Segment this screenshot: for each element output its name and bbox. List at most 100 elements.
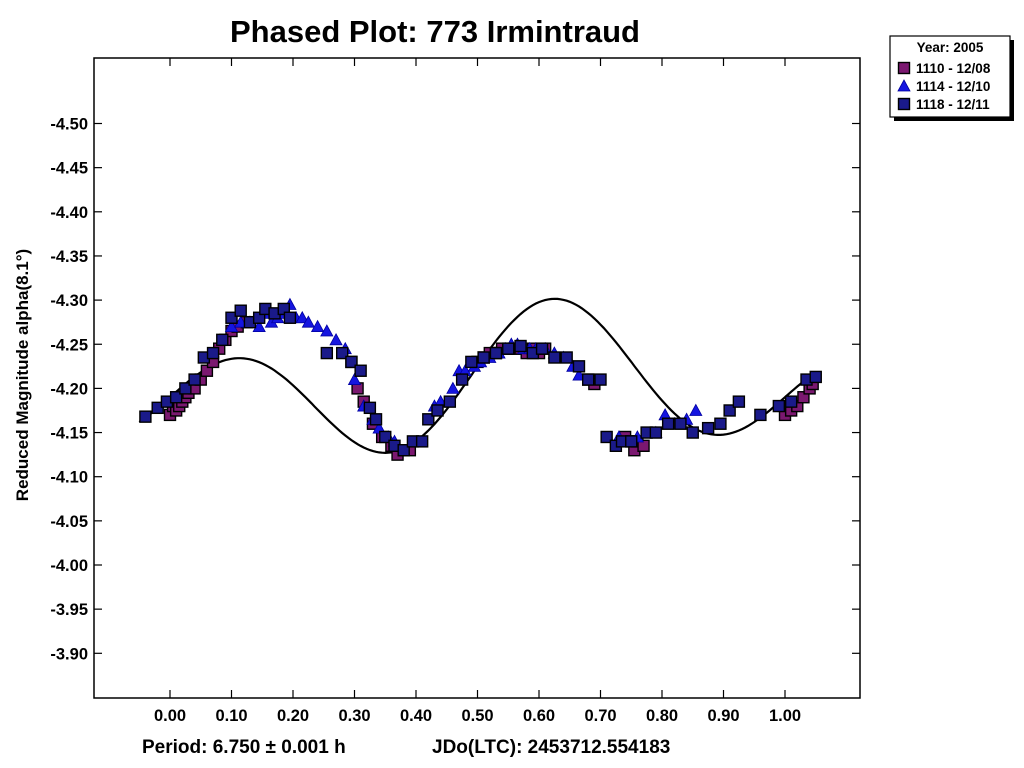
- data-point: [455, 373, 469, 386]
- data-point: [347, 372, 362, 385]
- data-point: [336, 346, 349, 360]
- data-point: [625, 435, 638, 448]
- y-tick-label: -4.50: [50, 116, 88, 134]
- data-point: [686, 426, 699, 439]
- data-point: [224, 319, 239, 332]
- y-tick-label: -4.40: [50, 204, 88, 222]
- data-point: [714, 417, 727, 430]
- y-tick-label: -4.45: [50, 160, 88, 178]
- data-point: [252, 319, 266, 332]
- x-tick-label: 0.40: [400, 707, 432, 725]
- legend-item-label: 1118 - 12/11: [916, 97, 990, 112]
- x-tick-label: 0.10: [215, 707, 247, 725]
- data-point: [535, 342, 549, 355]
- data-point: [422, 413, 435, 426]
- data-point: [489, 346, 503, 360]
- x-tick-label: 0.60: [523, 707, 555, 725]
- data-point: [301, 315, 316, 328]
- data-point: [446, 381, 460, 394]
- data-point: [379, 430, 392, 444]
- legend-marker: [897, 79, 911, 92]
- data-point: [661, 417, 675, 430]
- data-point: [502, 342, 515, 355]
- data-point: [310, 319, 325, 332]
- data-point: [397, 444, 410, 457]
- data-point: [560, 351, 573, 364]
- data-point: [139, 410, 152, 423]
- data-point: [548, 351, 561, 364]
- data-point: [320, 324, 334, 337]
- legend-marker: [897, 97, 911, 111]
- data-point: [363, 401, 377, 415]
- data-point: [689, 403, 703, 416]
- y-tick-label: -4.15: [50, 425, 88, 443]
- data-point: [320, 346, 334, 360]
- data-point: [723, 404, 736, 417]
- y-tick-label: -4.35: [50, 248, 88, 266]
- legend-item-label: 1114 - 12/10: [916, 79, 990, 94]
- data-point: [582, 373, 595, 386]
- data-point: [477, 351, 490, 364]
- data-point: [188, 373, 201, 386]
- y-tick-label: -4.25: [50, 336, 88, 354]
- y-tick-label: -3.95: [50, 601, 88, 619]
- legend-title: Year: 2005: [917, 40, 984, 55]
- y-axis: -4.50 -4.45 -4.40 -4.35 -4.30 -4.25 -4.20 -4.15…: [50, 116, 860, 663]
- data-point: [234, 315, 248, 328]
- data-point: [369, 413, 383, 426]
- legend: Year: 2005 1110 - 12/08 1114 - 12/10 1118 …: [889, 35, 1014, 121]
- data-point: [809, 370, 822, 384]
- data-point: [514, 339, 527, 353]
- epoch-text: JDo(LTC): 2453712.554183: [432, 737, 670, 758]
- data-points-group: [139, 297, 822, 461]
- data-point: [345, 355, 358, 369]
- data-point: [216, 333, 229, 347]
- data-point: [431, 404, 444, 417]
- y-axis-label: Reduced Magnitude alpha(8.1°): [13, 249, 32, 501]
- data-point: [169, 391, 183, 404]
- data-point: [295, 310, 309, 324]
- y-tick-label: -4.10: [50, 469, 88, 487]
- data-point: [283, 311, 297, 324]
- data-point: [572, 360, 586, 373]
- x-tick-label: 0.30: [338, 707, 370, 725]
- data-point: [674, 417, 687, 430]
- data-point: [637, 439, 650, 452]
- y-tick-label: -3.90: [50, 645, 88, 663]
- x-tick-label: 1.00: [769, 707, 801, 725]
- x-tick-label: 0.00: [154, 707, 186, 725]
- period-text: Period: 6.750 ± 0.001 h: [142, 737, 346, 758]
- data-point: [354, 364, 367, 377]
- data-point: [225, 311, 238, 324]
- data-point: [465, 355, 478, 369]
- series-3: [139, 302, 822, 457]
- x-tick-label: 0.90: [707, 707, 739, 725]
- data-point: [784, 395, 798, 408]
- y-tick-label: -4.20: [50, 380, 88, 398]
- x-tick-label: 0.20: [277, 707, 309, 725]
- legend-marker: [897, 61, 911, 75]
- plot-area: [93, 57, 861, 699]
- x-tick-label: 0.50: [461, 707, 493, 725]
- chart-title: Phased Plot: 773 Irmintraud: [230, 14, 640, 49]
- data-point: [701, 421, 715, 435]
- data-point: [206, 346, 220, 360]
- legend-item-label: 1110 - 12/08: [916, 61, 991, 76]
- data-point: [443, 395, 457, 408]
- data-point: [754, 408, 767, 422]
- data-point: [594, 373, 607, 386]
- data-point: [179, 382, 192, 395]
- data-point: [329, 332, 343, 346]
- x-tick-label: 0.70: [584, 707, 616, 725]
- data-point: [732, 395, 746, 408]
- x-axis: 0.00 0.10 0.20 0.30 0.40 0.50 0.60 0.70 0.80 0.90…: [154, 58, 801, 725]
- data-point: [772, 399, 786, 413]
- y-tick-label: -4.00: [50, 557, 88, 575]
- x-tick-label: 0.80: [646, 707, 678, 725]
- y-tick-label: -4.30: [50, 292, 88, 310]
- data-point: [234, 304, 247, 317]
- y-tick-label: -4.05: [50, 513, 88, 531]
- data-point: [649, 426, 663, 439]
- legend-items: 1110 - 12/08 1114 - 12/10 1118 - 12/11: [897, 61, 991, 112]
